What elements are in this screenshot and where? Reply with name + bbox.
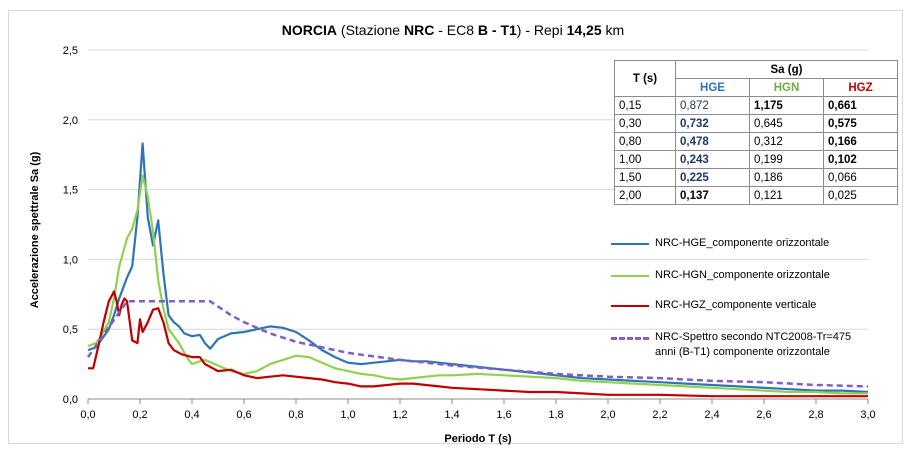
period-cell: 2,00 (614, 186, 676, 205)
table-header-hge: HGE (675, 78, 750, 97)
hge-cell: 0,225 (675, 168, 750, 187)
hgz-cell: 0,102 (823, 150, 898, 169)
legend-swatch (611, 337, 649, 340)
table-header-hgz: HGZ (823, 78, 898, 97)
series-hgz-line (88, 290, 868, 398)
hgn-cell: 0,312 (749, 132, 824, 151)
x-tick-label: 1,2 (392, 409, 407, 421)
hgz-cell: 0,166 (823, 132, 898, 151)
series-hgn-line (87, 174, 868, 395)
legend-swatch (611, 275, 649, 277)
x-tick-label: 0,6 (236, 409, 251, 421)
period-cell: 1,50 (614, 168, 676, 187)
legend-label: NRC-Spettro secondo NTC2008-Tr=475 anni (… (655, 331, 852, 358)
legend-label: NRC-HGN_componente orizzontale (655, 269, 830, 281)
chart-title: NORCIA (Stazione NRC - EC8 B - T1) - Rep… (0, 22, 906, 38)
y-tick-label: 2,0 (63, 115, 78, 127)
table-header-sa: Sa (g) (675, 60, 898, 79)
table-row: 0,30 0,732 0,645 0,575 (614, 114, 898, 133)
hge-cell: 0,732 (675, 114, 750, 133)
title-code: NRC (403, 22, 435, 38)
x-tick-label: 1,4 (444, 409, 459, 421)
table-row: 1,50 0,225 0,186 0,066 (614, 168, 898, 187)
table-header-t: T (s) (614, 60, 676, 97)
legend-label: NRC-HGZ_componente verticale (655, 299, 817, 311)
title-station: NORCIA (281, 22, 338, 38)
hgn-cell: 0,121 (749, 186, 824, 205)
title-class: B - T1 (477, 22, 517, 38)
y-tick-label: 0,5 (63, 324, 78, 336)
hgz-cell: 0,575 (823, 114, 898, 133)
title-part: km (601, 22, 625, 38)
sa-table: T (s) Sa (g) HGE HGN HGZ 0,15 0,872 1,175 0,6… (614, 60, 898, 205)
y-tick-label: 1,5 (63, 185, 78, 197)
table-row: 2,00 0,137 0,121 0,025 (614, 186, 898, 205)
x-tick-label: 1,0 (340, 409, 355, 421)
table-row: 0,15 0,872 1,175 0,661 (614, 96, 898, 115)
series-hge-line (87, 142, 869, 394)
hgn-cell: 0,645 (749, 114, 824, 133)
x-tick-label: 0,2 (132, 409, 147, 421)
x-tick-label: 2,8 (808, 409, 823, 421)
period-cell: 0,80 (614, 132, 676, 151)
title-part: - EC8 (434, 22, 478, 38)
hge-cell: 0,872 (675, 96, 750, 115)
x-tick-label: 3,0 (860, 409, 875, 421)
table-header-hgn: HGN (749, 78, 824, 97)
hgz-cell: 0,661 (823, 96, 898, 115)
legend-label: NRC-HGE_componente orizzontale (655, 237, 830, 249)
hgn-cell: 0,199 (749, 150, 824, 169)
x-tick-label: 0,4 (184, 409, 199, 421)
y-tick-label: 0,0 (63, 394, 78, 406)
hge-cell: 0,137 (675, 186, 750, 205)
period-cell: 0,30 (614, 114, 676, 133)
x-tick-label: 0,8 (288, 409, 303, 421)
y-tick-label: 2,5 (63, 45, 78, 57)
legend-swatch (611, 243, 649, 245)
hge-cell: 0,243 (675, 150, 750, 169)
title-part: ) - Repi (516, 22, 567, 38)
series-ntc2008-spectrum-line (86, 300, 869, 388)
title-part: (Stazione (337, 22, 404, 38)
x-tick-label: 2,4 (704, 409, 719, 421)
hgn-cell: 0,186 (749, 168, 824, 187)
table-row: 0,80 0,478 0,312 0,166 (614, 132, 898, 151)
x-tick-label: 1,6 (496, 409, 511, 421)
y-tick-label: 1,0 (63, 254, 78, 266)
hge-cell: 0,478 (675, 132, 750, 151)
hgn-cell: 1,175 (749, 96, 824, 115)
x-axis-label: Periodo T (s) (444, 433, 512, 445)
x-tick-label: 2,2 (652, 409, 667, 421)
x-tick-label: 2,6 (756, 409, 771, 421)
period-cell: 1,00 (614, 150, 676, 169)
x-tick-label: 1,8 (548, 409, 563, 421)
legend-swatch (611, 305, 649, 307)
hgz-cell: 0,066 (823, 168, 898, 187)
table-row: 1,00 0,243 0,199 0,102 (614, 150, 898, 169)
x-tick-label: 2,0 (600, 409, 615, 421)
hgz-cell: 0,025 (823, 186, 898, 205)
period-cell: 0,15 (614, 96, 676, 115)
x-tick-label: 0,0 (80, 409, 95, 421)
y-axis-label: Accelerazione spettrale Sa (g) (29, 151, 41, 308)
title-repi: 14,25 (566, 22, 602, 38)
